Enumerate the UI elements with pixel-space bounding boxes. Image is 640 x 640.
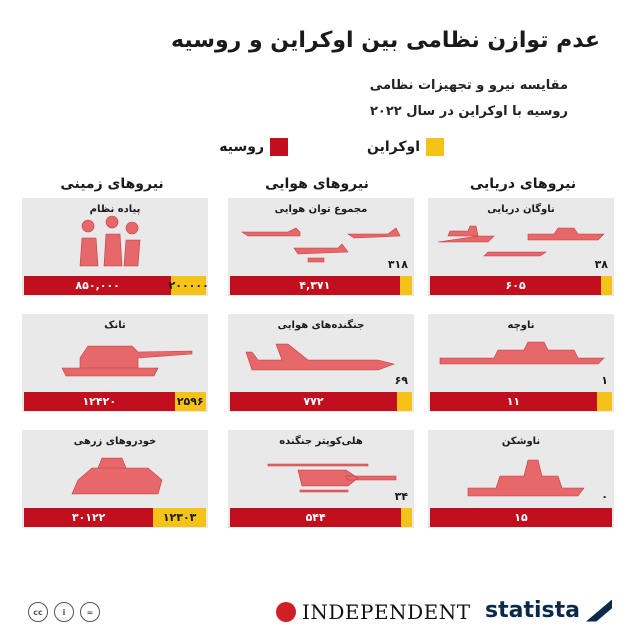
- bar-helicopter: ۵۴۴: [230, 508, 412, 527]
- card-corvette: ناوشکن ۰ ۱۵: [428, 430, 614, 528]
- ukraine-value-corvette: ۰: [601, 490, 608, 503]
- bar-destroyer: ۱۱: [430, 392, 612, 411]
- russia-bar-air_power: ۴,۳۷۱: [230, 276, 400, 295]
- subtitle-year: روسیه با اوکراین در سال ۲۰۲۲: [369, 104, 568, 119]
- cc-icon: cc: [28, 602, 48, 622]
- russia-bar-infantry: ۸۵۰,۰۰۰: [24, 276, 172, 295]
- by-icon: i: [54, 602, 74, 622]
- russia-bar-destroyer: ۱۱: [430, 392, 597, 411]
- armored-vehicle-icon: [71, 457, 163, 495]
- warship-icon: [467, 459, 585, 497]
- legend-label-russia: روسیه: [219, 139, 264, 155]
- card-fighter: جنگنده‌های هوایی ۶۹ ۷۷۲: [228, 314, 414, 412]
- ukraine-bar-helicopter: [401, 508, 412, 527]
- attack-helicopter-icon: [267, 463, 397, 493]
- license-icons: cc i =: [28, 602, 100, 622]
- legend-label-ukraine: اوکراین: [366, 139, 420, 155]
- ukraine-value-naval_fleet: ۳۸: [594, 258, 608, 271]
- statista-logo: statista: [485, 598, 612, 623]
- bar-naval_fleet: ۶۰۵: [430, 276, 612, 295]
- card-label-tank: تانک: [104, 320, 126, 331]
- russia-bar-helicopter: ۵۴۴: [230, 508, 402, 527]
- ukraine-value-fighter: ۶۹: [394, 374, 408, 387]
- legend-russia: روسیه: [219, 136, 288, 158]
- card-destroyer: ناوچه ۱ ۱۱: [428, 314, 614, 412]
- soldiers-icon: [79, 215, 141, 267]
- column-header-land: نیروهای زمینی: [60, 176, 164, 192]
- ukraine-bar-fighter: [397, 392, 412, 411]
- bar-corvette: ۱۵: [430, 508, 612, 527]
- ukraine-bar-naval_fleet: [601, 276, 612, 295]
- card-label-destroyer: ناوچه: [507, 320, 535, 331]
- subtitle-comparison: مقایسه نیرو و تجهیزات نظامی: [369, 78, 568, 93]
- legend-ukraine: اوکراین: [367, 136, 444, 158]
- ukraine-value-helicopter: ۳۴: [394, 490, 408, 503]
- card-helicopter: هلی‌کوپتر جنگنده ۳۴ ۵۴۴: [228, 430, 414, 528]
- ukraine-value-air_power: ۳۱۸: [387, 258, 408, 271]
- column-header-naval: نیروهای دریایی: [469, 176, 577, 192]
- nd-icon: =: [80, 602, 100, 622]
- card-naval_fleet: ناوگان دریایی ۳۸ ۶۰۵: [428, 198, 614, 296]
- independent-eagle-icon: [276, 602, 296, 622]
- tank-icon: [61, 345, 193, 377]
- russia-bar-fighter: ۷۷۲: [230, 392, 398, 411]
- statista-wordmark: statista: [485, 598, 580, 623]
- card-label-infantry: پیاده نظام: [89, 204, 141, 215]
- ukraine-bar-destroyer: [596, 392, 612, 411]
- card-label-corvette: ناوشکن: [501, 436, 541, 447]
- card-label-armored: خودروهای زرهی: [73, 436, 157, 447]
- bar-infantry: ۸۵۰,۰۰۰ ۲۰۰۰۰۰: [24, 276, 209, 295]
- column-header-air: نیروهای هوایی: [265, 176, 369, 192]
- bar-fighter: ۷۷۲: [230, 392, 412, 411]
- ukraine-bar-infantry: ۲۰۰۰۰۰: [169, 276, 209, 295]
- russia-bar-armored: ۳۰۱۲۲: [24, 508, 154, 527]
- bar-armored: ۳۰۱۲۲ ۱۲۳۰۳: [24, 508, 206, 527]
- card-label-naval_fleet: ناوگان دریایی: [487, 204, 555, 215]
- ukraine-bar-armored: ۱۲۳۰۳: [153, 508, 206, 527]
- aircraft-group-icon: [241, 227, 401, 263]
- card-armored: خودروهای زرهی ۳۰۱۲۲ ۱۲۳۰۳: [22, 430, 208, 528]
- independent-logo: INDEPENDENT: [276, 600, 471, 624]
- ukraine-bar-tank: ۲۵۹۶: [174, 392, 206, 411]
- russia-bar-corvette: ۱۵: [430, 508, 612, 527]
- russia-bar-naval_fleet: ۶۰۵: [430, 276, 602, 295]
- page-title: عدم توازن نظامی بین اوکراین و روسیه: [171, 28, 600, 53]
- statista-mark-icon: [586, 599, 612, 622]
- naval-fleet-icon: [437, 225, 605, 257]
- fighter-jet-icon: [245, 343, 396, 371]
- ukraine-bar-air_power: [399, 276, 412, 295]
- card-air_power: مجموع توان هوایی ۳۱۸ ۴,۳۷۱: [228, 198, 414, 296]
- russia-bar-tank: ۱۲۴۲۰: [24, 392, 175, 411]
- card-tank: تانک ۱۲۴۲۰ ۲۵۹۶: [22, 314, 208, 412]
- card-label-air_power: مجموع توان هوایی: [274, 204, 368, 215]
- destroyer-icon: [439, 341, 605, 365]
- card-infantry: پیاده نظام ۸۵۰,۰۰۰ ۲۰۰۰۰۰: [22, 198, 209, 296]
- independent-wordmark: INDEPENDENT: [302, 600, 471, 624]
- legend-swatch-russia: [270, 138, 288, 156]
- bar-tank: ۱۲۴۲۰ ۲۵۹۶: [24, 392, 206, 411]
- legend-swatch-ukraine: [426, 138, 444, 156]
- card-label-fighter: جنگنده‌های هوایی: [277, 320, 365, 331]
- card-label-helicopter: هلی‌کوپتر جنگنده: [279, 436, 363, 447]
- bar-air_power: ۴,۳۷۱: [230, 276, 412, 295]
- ukraine-value-destroyer: ۱: [601, 374, 608, 387]
